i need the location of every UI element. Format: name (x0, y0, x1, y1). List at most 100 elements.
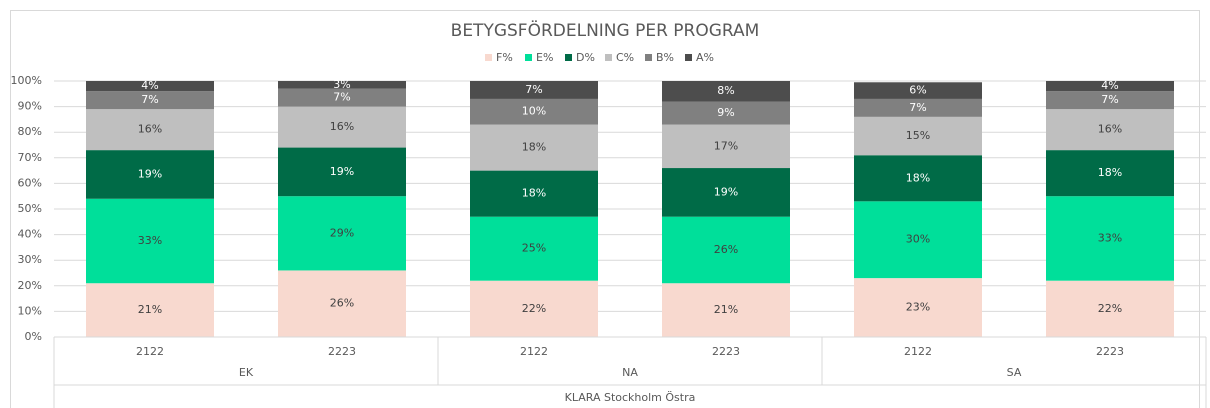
data-label: 22% (1098, 302, 1122, 315)
data-label: 15% (906, 129, 930, 142)
bar-segment (278, 88, 406, 107)
bar-segment (662, 101, 790, 125)
x-tick-label: 2122 (904, 345, 932, 358)
y-tick-label: 40% (18, 228, 42, 241)
y-tick-label: 80% (18, 125, 42, 138)
data-label: 26% (714, 243, 738, 256)
data-label: 16% (1098, 123, 1122, 136)
x-tick-label: 2122 (520, 345, 548, 358)
bar-segment (470, 170, 598, 217)
group-label: NA (622, 366, 638, 379)
data-label: 7% (333, 91, 350, 104)
legend-swatch (605, 54, 612, 61)
data-label: 7% (909, 101, 926, 114)
bar-segment (470, 124, 598, 171)
bar-segment (1046, 196, 1174, 281)
data-label: 6% (909, 84, 926, 97)
data-label: 18% (1098, 166, 1122, 179)
data-label: 17% (714, 139, 738, 152)
super-group-label: KLARA Stockholm Östra (565, 391, 696, 404)
data-label: 19% (714, 185, 738, 198)
data-label: 18% (906, 171, 930, 184)
bar-segment (854, 278, 982, 337)
bar-segment (1046, 109, 1174, 151)
bar-segment (278, 147, 406, 197)
data-label: 3% (333, 78, 350, 91)
bar-segment (662, 283, 790, 337)
data-label: 25% (522, 242, 546, 255)
legend-label: F% (496, 51, 513, 64)
bar-segment (1046, 280, 1174, 337)
legend-swatch (685, 54, 692, 61)
group-label: EK (239, 366, 254, 379)
data-label: 26% (330, 297, 354, 310)
x-tick-label: 2223 (328, 345, 356, 358)
bar-segment (662, 216, 790, 284)
data-label: 23% (906, 301, 930, 314)
bar-segment (854, 98, 982, 117)
y-tick-label: 10% (18, 304, 42, 317)
data-label: 4% (141, 79, 158, 92)
data-label: 7% (141, 93, 158, 106)
bar-segment (662, 168, 790, 217)
y-tick-label: 60% (18, 176, 42, 189)
data-label: 21% (138, 303, 162, 316)
bar-segment (470, 98, 598, 125)
data-label: 29% (330, 226, 354, 239)
bar-segment (854, 155, 982, 202)
legend-label: A% (696, 51, 714, 64)
bar-segment (470, 81, 598, 99)
y-tick-label: 50% (18, 202, 42, 215)
bar-segment (470, 216, 598, 281)
legend-swatch (485, 54, 492, 61)
y-tick-label: 70% (18, 151, 42, 164)
data-label: 33% (138, 234, 162, 247)
y-tick-label: 0% (25, 330, 42, 343)
bar-segment (278, 270, 406, 337)
bar-segment (470, 280, 598, 337)
bar-segment (854, 201, 982, 279)
data-label: 22% (522, 302, 546, 315)
bar-segment (1046, 150, 1174, 197)
data-label: 10% (522, 105, 546, 118)
data-label: 19% (330, 165, 354, 178)
data-label: 18% (522, 187, 546, 200)
legend-label: E% (536, 51, 553, 64)
y-tick-label: 100% (11, 74, 42, 87)
bar-segment (854, 82, 982, 99)
bar-segment (86, 81, 214, 92)
legend-swatch (565, 54, 572, 61)
y-tick-label: 20% (18, 279, 42, 292)
y-tick-label: 30% (18, 253, 42, 266)
data-label: 18% (522, 141, 546, 154)
bar-segment (86, 91, 214, 110)
bar-segment (86, 283, 214, 337)
x-tick-label: 2122 (136, 345, 164, 358)
data-label: 21% (714, 303, 738, 316)
bar-segment (278, 81, 406, 89)
data-label: 4% (1101, 79, 1118, 92)
group-label: SA (1007, 366, 1022, 379)
data-label: 7% (525, 83, 542, 96)
data-label: 7% (1101, 93, 1118, 106)
bar-segment (662, 124, 790, 169)
x-tick-label: 2223 (712, 345, 740, 358)
chart-border (10, 10, 1200, 408)
bar-segment (1046, 91, 1174, 110)
bar-segment (278, 196, 406, 271)
data-label: 9% (717, 106, 734, 119)
data-label: 19% (138, 167, 162, 180)
data-label: 16% (330, 120, 354, 133)
bar-segment (278, 106, 406, 148)
data-label: 30% (906, 233, 930, 246)
bar-segment (662, 81, 790, 102)
y-tick-label: 90% (18, 100, 42, 113)
x-tick-label: 2223 (1096, 345, 1124, 358)
legend-swatch (525, 54, 532, 61)
bar-segment (86, 150, 214, 199)
legend-label: C% (616, 51, 634, 64)
data-label: 16% (138, 123, 162, 136)
data-label: 8% (717, 84, 734, 97)
chart-title: BETYGSFÖRDELNING PER PROGRAM (451, 19, 760, 41)
